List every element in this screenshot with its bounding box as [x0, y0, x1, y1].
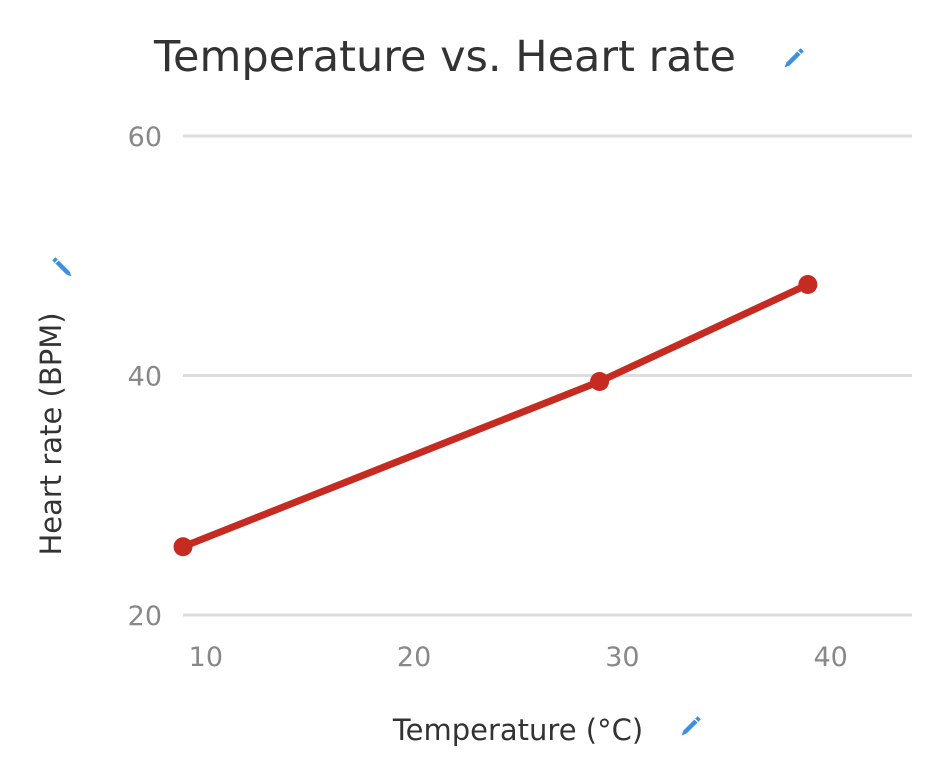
x-axis-ticks: 10 20 30 40 [189, 642, 848, 673]
x-tick-label-10: 10 [189, 642, 223, 673]
data-point-0-0[interactable] [173, 537, 193, 557]
data-point-0-1[interactable] [590, 371, 610, 391]
title-pencil-icon[interactable] [782, 47, 805, 70]
x-tick-label-40: 40 [814, 642, 848, 673]
y-tick-label-60: 60 [128, 122, 162, 153]
gridlines [183, 134, 912, 617]
x-tick-label-20: 20 [397, 642, 431, 673]
chart-title: Temperature vs. Heart rate [153, 32, 736, 82]
y-tick-label-20: 20 [128, 601, 162, 632]
y-axis-ticks: 20 40 60 [128, 122, 162, 632]
series-line-0 [179, 280, 812, 551]
y-axis-title: Heart rate (BPM) [34, 312, 68, 555]
xlabel-pencil-icon[interactable] [679, 715, 702, 738]
x-axis-title: Temperature (°C) [392, 713, 643, 747]
ylabel-pencil-icon[interactable] [51, 256, 74, 279]
series-heart-rate [173, 274, 818, 557]
x-tick-label-30: 30 [605, 642, 639, 673]
y-tick-label-40: 40 [128, 362, 162, 393]
data-point-0-2[interactable] [798, 274, 818, 294]
